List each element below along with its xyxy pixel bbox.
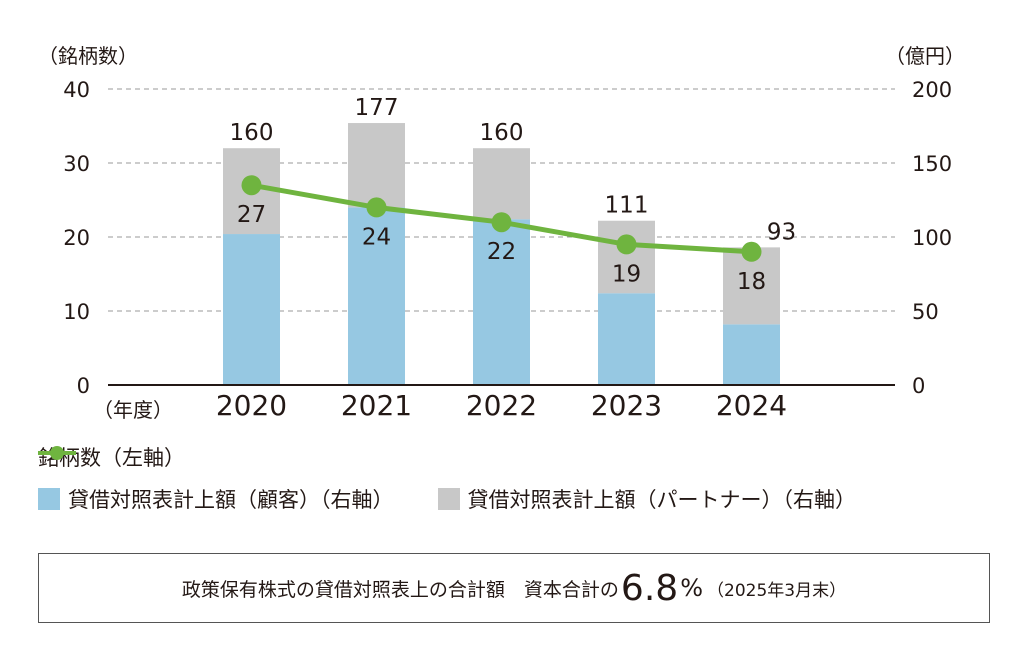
line-value-label: 22 [487, 239, 516, 265]
line-point [241, 175, 262, 196]
x-tick-label: 2020 [216, 389, 287, 422]
left-tick-label: 10 [63, 300, 90, 324]
note-date: （2025年3月末） [707, 580, 847, 601]
note-text: 政策保有株式の貸借対照表上の合計額 資本合計の [181, 578, 619, 601]
line-point [366, 197, 387, 218]
bar-customer [473, 219, 530, 385]
right-tick-label: 100 [912, 226, 952, 250]
left-tick-label: 20 [63, 226, 90, 250]
bar-customer [723, 324, 780, 385]
line-point [616, 234, 637, 255]
bar-partner [598, 220, 655, 294]
summary-note-box: 政策保有株式の貸借対照表上の合計額 資本合計の 6.8% （2025年3月末） [38, 553, 990, 623]
right-tick-label: 50 [912, 300, 939, 324]
right-tick-label: 200 [912, 78, 952, 102]
bar-customer [598, 293, 655, 385]
x-axis-unit-label: （年度） [93, 398, 173, 422]
bar-total-label: 111 [605, 193, 649, 219]
legend-partner-swatch [437, 488, 460, 510]
bar-partner [473, 148, 530, 220]
left-tick-label: 30 [63, 152, 90, 176]
x-tick-label: 2021 [341, 389, 412, 422]
line-value-label: 24 [362, 224, 391, 250]
legend-line-icon [38, 446, 76, 460]
line-point [741, 241, 762, 262]
right-tick-label: 0 [912, 374, 925, 398]
bar-total-label: 177 [355, 95, 399, 121]
x-tick-label: 2022 [466, 389, 537, 422]
bar-total-label: 160 [480, 120, 524, 146]
left-tick-label: 40 [63, 78, 90, 102]
right-tick-label: 150 [912, 152, 952, 176]
note-unit: % [680, 574, 703, 602]
bar-total-label: 160 [230, 120, 274, 146]
left-tick-label: 0 [77, 374, 90, 398]
line-value-label: 18 [737, 269, 766, 295]
legend-customer-label: 貸借対照表計上額（顧客）（右軸） [68, 488, 394, 512]
bar-partner [348, 123, 405, 208]
legend-line: 銘柄数（左軸） [38, 442, 185, 472]
line-value-label: 27 [237, 202, 266, 228]
note-value: 6.8 [620, 567, 679, 609]
bar-customer [348, 207, 405, 385]
bar-total-label: 93 [767, 219, 796, 245]
combo-chart: 0 10 20 30 40 0 50 100 150 200 （銘柄数） （億円） 160 2020 177… [38, 44, 965, 422]
left-axis-label: （銘柄数） [38, 44, 138, 68]
x-tick-label: 2023 [591, 389, 662, 422]
x-tick-label: 2024 [716, 389, 787, 422]
bar-customer [223, 234, 280, 385]
legend-bars: 貸借対照表計上額（顧客）（右軸） 貸借対照表計上額（パートナー）（右軸） [38, 484, 856, 514]
line-value-label: 19 [612, 261, 641, 287]
legend-customer-swatch [38, 488, 60, 510]
line-point [491, 212, 512, 233]
legend-partner-label: 貸借対照表計上額（パートナー）（右軸） [467, 488, 857, 512]
right-axis-label: （億円） [885, 44, 965, 68]
